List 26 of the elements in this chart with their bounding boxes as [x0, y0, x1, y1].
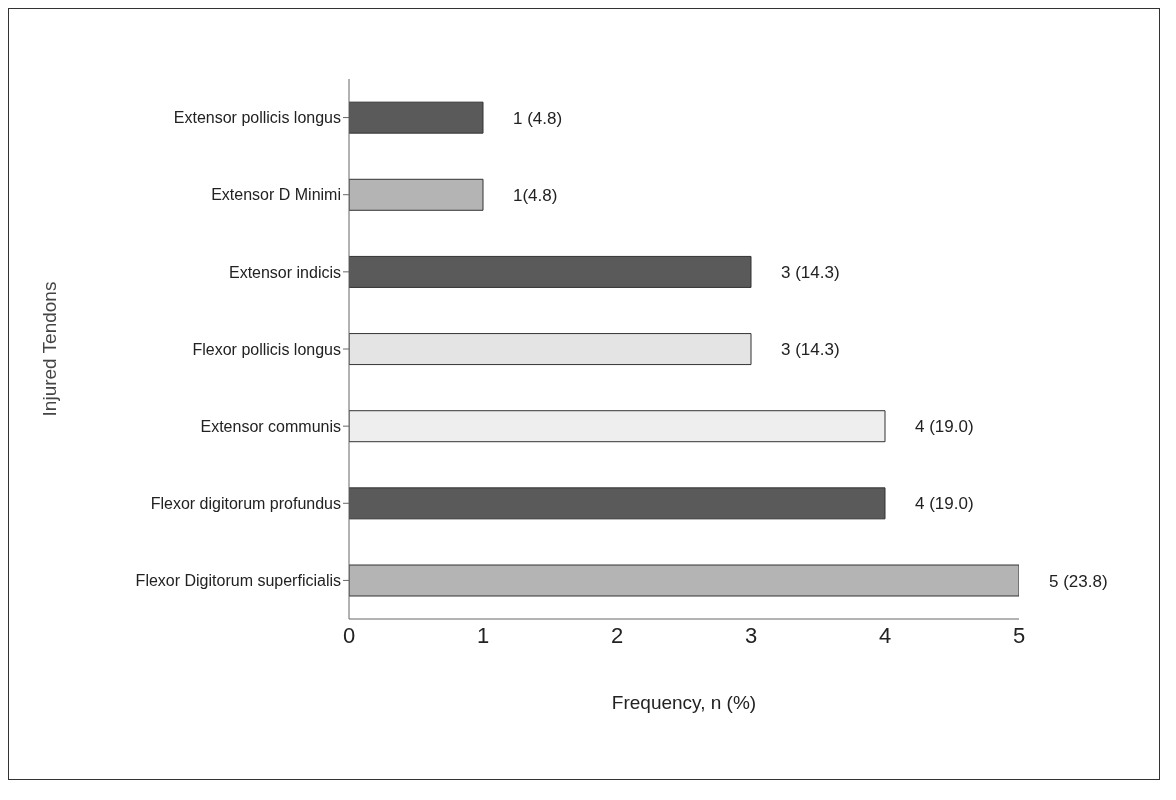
- y-tick-label: Extensor D Minimi: [211, 186, 341, 204]
- x-tick-label: 5: [1012, 622, 1026, 648]
- x-tick-label: 3: [744, 622, 758, 648]
- x-tick-label: 4: [878, 622, 892, 648]
- x-tick-label: 0: [342, 622, 356, 648]
- bar: [349, 564, 1019, 597]
- data-label: 3 (14.3): [781, 340, 840, 360]
- x-tick-label: 2: [610, 622, 624, 648]
- y-tick-label: Flexor pollicis longus: [192, 340, 341, 358]
- data-label: 5 (23.8): [1049, 571, 1108, 591]
- y-tick-label: Extensor communis: [200, 417, 341, 435]
- data-label: 1 (4.8): [513, 108, 563, 128]
- bar: [349, 178, 484, 211]
- y-tick-label: Flexor digitorum profundus: [150, 494, 341, 512]
- data-label: 3 (14.3): [781, 262, 840, 282]
- y-tick-label: Flexor Digitorum superficialis: [135, 572, 341, 590]
- bar: [349, 410, 886, 443]
- data-label: 4 (19.0): [915, 494, 974, 514]
- data-label: 1(4.8): [513, 185, 558, 205]
- y-axis-title: Injured Tendons: [38, 281, 60, 417]
- x-axis-title: Frequency, n (%): [611, 692, 757, 713]
- x-tick-label: 1: [476, 622, 490, 648]
- y-tick-label: Extensor pollicis longus: [173, 109, 341, 127]
- data-label: 4 (19.0): [915, 417, 974, 437]
- y-tick-label: Extensor indicis: [228, 263, 341, 281]
- bar: [349, 333, 752, 366]
